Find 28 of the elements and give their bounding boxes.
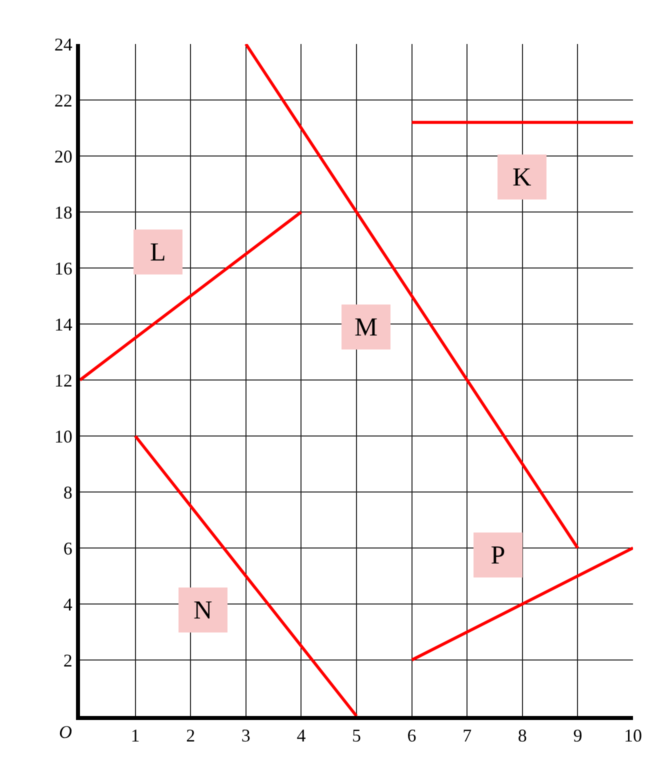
y-tick-label: 24 xyxy=(54,34,72,54)
x-tick-label: 1 xyxy=(130,726,140,746)
text: O xyxy=(59,722,72,742)
x-tick-label: 7 xyxy=(462,726,472,746)
y-tick-label: 14 xyxy=(54,314,72,334)
y-tick-label: 6 xyxy=(63,538,72,558)
series-label: L xyxy=(150,238,166,266)
x-tick-label: 2 xyxy=(186,726,196,746)
series-label: P xyxy=(490,540,506,570)
y-tick-label: 4 xyxy=(63,594,72,614)
x-tick-label: 10 xyxy=(624,726,642,746)
y-tick-label: 20 xyxy=(54,146,72,166)
y-tick-label: 12 xyxy=(54,370,72,390)
x-tick-label: 4 xyxy=(296,726,306,746)
y-tick-label: 16 xyxy=(54,258,72,278)
y-tick-label: 8 xyxy=(63,482,72,502)
series-label: M xyxy=(354,312,378,342)
x-tick-label: 8 xyxy=(518,726,527,746)
x-tick-label: 5 xyxy=(352,726,361,746)
x-tick-label: 3 xyxy=(241,726,250,746)
y-tick-label: 22 xyxy=(54,90,72,110)
series-label: N xyxy=(194,596,212,624)
x-tick-label: 6 xyxy=(407,726,416,746)
y-tick-label: 18 xyxy=(54,202,72,222)
series-label: K xyxy=(512,162,532,192)
y-tick-label: 10 xyxy=(54,426,72,446)
x-tick-label: 9 xyxy=(573,726,582,746)
y-tick-label: 2 xyxy=(63,650,72,670)
